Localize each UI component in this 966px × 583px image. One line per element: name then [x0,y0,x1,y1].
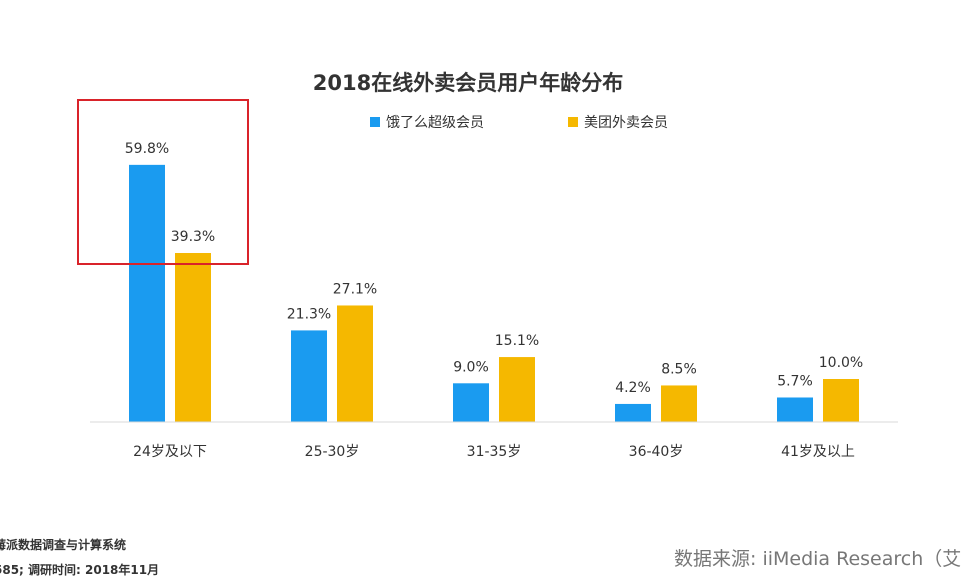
value-label-eleme: 9.0% [453,359,489,375]
value-label-meituan: 8.5% [661,361,697,377]
value-label-meituan: 10.0% [819,355,863,371]
value-label-meituan: 39.3% [171,229,215,245]
legend-swatch-meituan [568,117,578,127]
category-label: 41岁及以上 [781,444,855,460]
footer-survey-time: 585; 调研时间: 2018年11月 [0,563,160,577]
category-label: 31-35岁 [467,444,522,460]
footer-method: 莓派数据调查与计算系统 [0,538,127,552]
value-label-group: 59.8% 39.3% 21.3%27.1% 9.0% 15.1% 4.2% 8.5% 5.7… [125,141,863,396]
footer-source: 数据来源: iiMedia Research（艾 [674,548,962,570]
bar-eleme [615,403,651,422]
bar-eleme [453,383,489,422]
category-label: 25-30岁 [305,444,360,460]
legend-swatch-eleme [370,117,380,127]
legend-label-meituan: 美团外卖会员 [584,115,668,131]
chart-title: 2018在线外卖会员用户年龄分布 [313,71,623,95]
value-label-meituan: 15.1% [495,333,539,349]
value-label-meituan: 27.1% [333,281,377,297]
bar-meituan [175,253,211,422]
bar-eleme [777,397,813,422]
category-label-group: 24岁及以下 25-30岁 31-35岁 36-40岁 41岁及以上 [133,444,855,460]
highlight-box [77,99,249,265]
value-label-eleme: 21.3% [287,306,331,322]
bar-eleme [129,164,165,423]
value-label-eleme: 5.7% [777,373,813,389]
category-label: 24岁及以下 [133,444,207,460]
value-label-eleme: 59.8% [125,141,169,157]
value-label-eleme: 4.2% [615,380,651,396]
bar-meituan [499,357,535,422]
category-label: 36-40岁 [629,444,684,460]
bar-meituan [823,379,859,422]
bar-eleme [291,330,327,422]
bar-meituan [337,305,373,422]
bar-group [129,164,859,423]
legend-label-eleme: 饿了么超级会员 [386,115,484,131]
bar-meituan [661,385,697,422]
